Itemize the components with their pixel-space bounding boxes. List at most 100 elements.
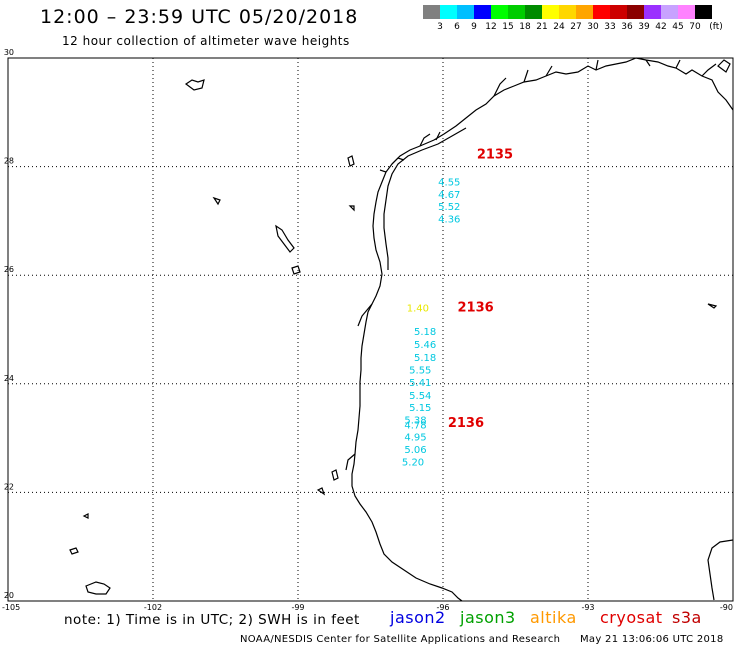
inland-lake (348, 205, 355, 212)
color-scale-tick: 30 (587, 22, 599, 32)
inland-lake (291, 265, 301, 275)
color-scale-tick: 9 (471, 22, 477, 32)
color-scale-tick: 3 (437, 22, 443, 32)
coastline-yucatan (707, 539, 734, 601)
latitude-label: 20 (4, 591, 14, 600)
wave-height-label: 5.38 (404, 415, 426, 426)
latitude-label: 28 (4, 157, 14, 166)
color-scale-tick: 12 (485, 22, 497, 32)
pass-time-label: 2136 (448, 416, 484, 431)
wave-height-label: 5.52 (438, 202, 460, 213)
legend-item-s3a: s3a (672, 608, 702, 627)
color-swatch (457, 5, 474, 19)
latitude-label: 26 (4, 265, 14, 274)
color-scale-bar (423, 5, 712, 19)
color-swatch (678, 5, 695, 19)
wave-height-label: 5.18 (414, 327, 436, 338)
color-swatch (593, 5, 610, 19)
wave-height-label: 4.55 (438, 178, 460, 189)
color-scale-tick: 6 (454, 22, 460, 32)
color-swatch (542, 5, 559, 19)
color-swatch (610, 5, 627, 19)
color-scale-tick: 33 (604, 22, 616, 32)
inland-lake (69, 547, 79, 555)
color-scale-tick: 42 (655, 22, 667, 32)
color-swatch (474, 5, 491, 19)
footer-note: note: 1) Time is in UTC; 2) SWH is in fe… (64, 612, 360, 628)
generated-timestamp: May 21 13:06:06 UTC 2018 (580, 634, 724, 645)
inland-lake (184, 79, 205, 91)
color-swatch (661, 5, 678, 19)
wave-height-label: 4.67 (438, 190, 460, 201)
wave-height-label: 5.20 (402, 457, 424, 468)
color-scale-tick: 24 (553, 22, 565, 32)
page-title: 12:00 – 23:59 UTC 05/20/2018 (40, 6, 359, 28)
latitude-label: 24 (4, 374, 14, 383)
wave-height-label: 5.55 (409, 365, 431, 376)
wave-height-label: 4.78 (404, 420, 426, 431)
color-swatch (491, 5, 508, 19)
longitude-label: -99 (291, 603, 304, 612)
longitude-label: -96 (436, 603, 449, 612)
inland-lake (717, 59, 731, 73)
observation-labels: 2135 4.554.675.52 4.36 1.40 2136 5.18 5.46 5.18… (402, 147, 513, 468)
legend-item-jason2: jason2 (390, 608, 446, 627)
latitude-label: 22 (4, 482, 14, 491)
longitude-label: -93 (581, 603, 594, 612)
coastline-main (351, 57, 734, 602)
color-scale-tick: 70 (689, 22, 701, 32)
color-scale-tick: 36 (621, 22, 633, 32)
pass-time-label: 2135 (477, 147, 513, 162)
color-swatch (644, 5, 661, 19)
inland-lake (707, 303, 718, 309)
wave-height-label: 5.54 (409, 391, 431, 402)
color-scale-tick: 45 (672, 22, 684, 32)
wave-height-label: 5.06 (404, 445, 426, 456)
color-swatch (559, 5, 576, 19)
pass-time-label: 2136 (458, 301, 494, 316)
inland-lake (212, 196, 221, 206)
wave-height-label: 5.46 (414, 340, 436, 351)
latitude-label: 30 (4, 48, 14, 57)
color-scale-tick: 15 (502, 22, 514, 32)
color-swatch (525, 5, 542, 19)
wave-height-label: 5.18 (414, 353, 436, 364)
longitude-label: -102 (144, 603, 162, 612)
coastline (69, 57, 734, 602)
legend-item-cryosat: cryosat (600, 608, 663, 627)
color-scale-tick: 21 (536, 22, 548, 32)
longitude-label: -90 (720, 603, 733, 612)
map-grid (8, 58, 733, 601)
color-scale-tick: 18 (519, 22, 531, 32)
inland-lake (85, 581, 111, 595)
inland-lake (275, 224, 295, 253)
credit-line: NOAA/NESDIS Center for Satellite Applica… (240, 634, 561, 645)
color-scale-unit: (ft) (709, 22, 723, 32)
coastline-bays (345, 59, 717, 471)
coastline-barrier-island (383, 127, 467, 270)
color-swatch (440, 5, 457, 19)
legend-item-altika: altika (530, 608, 577, 627)
color-scale-tick: 27 (570, 22, 582, 32)
color-swatch (423, 5, 440, 19)
inland-lake (316, 487, 326, 496)
wave-height-label: 4.95 (404, 432, 426, 443)
wave-height-label: 5.15 (409, 403, 431, 414)
inland-lake (347, 155, 355, 167)
color-scale-labels: 3 6 9 12 15 18 21 24 27 30 33 36 39 42 45 70 (ft) (423, 22, 740, 34)
wave-height-label: 5.41 (409, 378, 431, 389)
map-frame (7, 57, 734, 602)
inland-lake (82, 513, 89, 519)
wave-height-label: 4.36 (438, 215, 460, 226)
color-swatch (627, 5, 644, 19)
legend-item-jason3: jason3 (460, 608, 516, 627)
color-swatch (576, 5, 593, 19)
wave-height-label: 1.40 (407, 304, 429, 315)
color-scale-tick: 39 (638, 22, 650, 32)
page-subtitle: 12 hour collection of altimeter wave hei… (62, 34, 350, 48)
inland-lake (331, 469, 339, 481)
axis-labels: 30 28 26 24 22 20 -105 -102 -99 -96 -93 -90 (2, 48, 733, 612)
longitude-label: -105 (2, 603, 20, 612)
color-swatch (508, 5, 525, 19)
